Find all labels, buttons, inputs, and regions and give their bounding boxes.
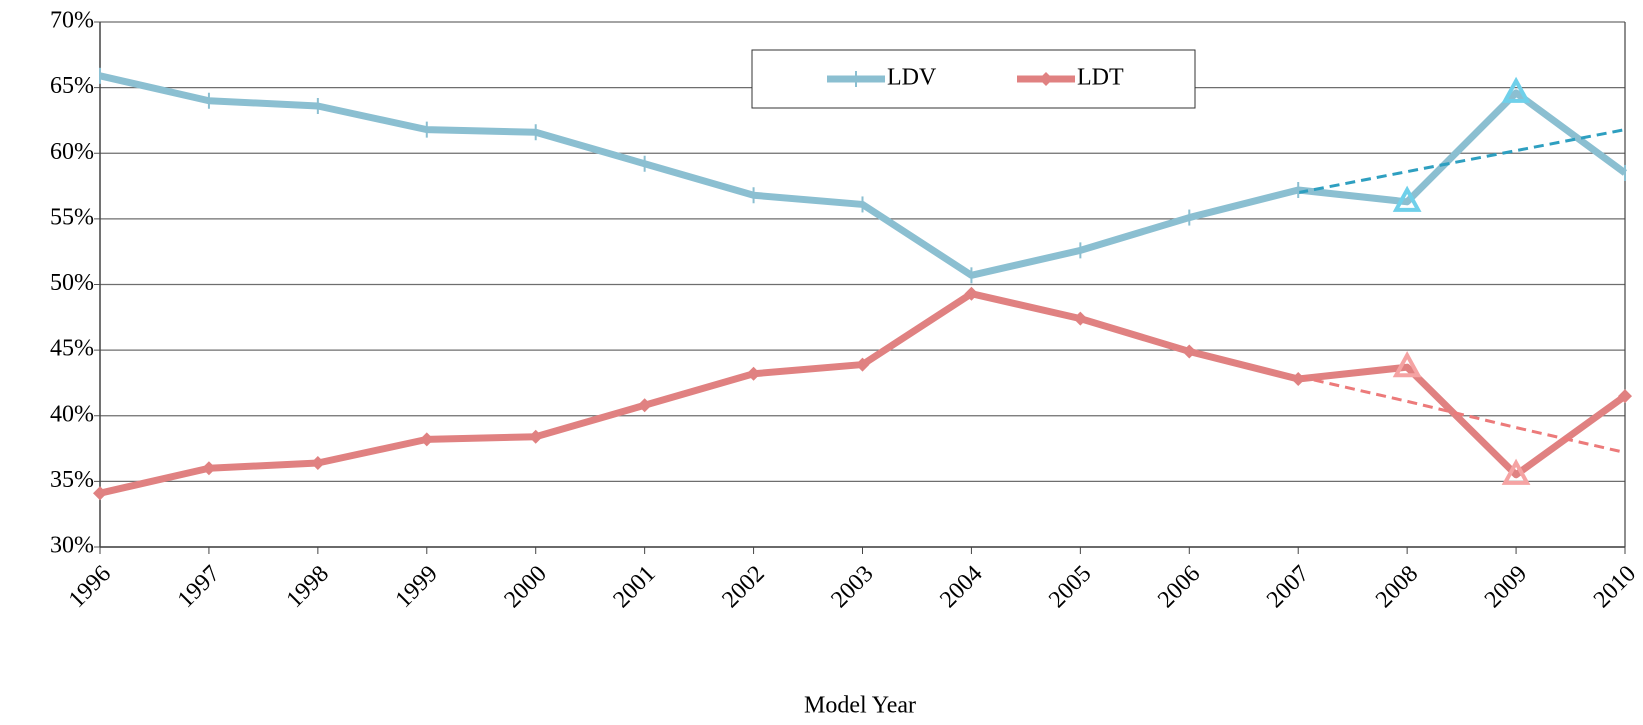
x-tick-label: 1996	[64, 561, 116, 613]
x-tick-label: 2008	[1371, 561, 1423, 613]
trend-line	[1297, 374, 1626, 454]
y-tick-label: 70%	[50, 8, 94, 34]
series	[93, 286, 1632, 501]
x-axis-label: Model Year	[804, 693, 916, 719]
legend-marker	[1039, 72, 1053, 86]
y-tick-label: 50%	[50, 270, 94, 296]
y-tick-label: 45%	[50, 336, 94, 362]
point-marker	[1073, 311, 1088, 326]
point-marker	[1618, 389, 1632, 404]
highlight-marker	[1501, 458, 1531, 485]
legend-box	[751, 49, 1196, 109]
x-tick-label: 2001	[608, 561, 660, 613]
highlight-marker	[1501, 76, 1531, 103]
legend-label: LDT	[1077, 65, 1124, 91]
x-tick-label: 1998	[282, 561, 334, 613]
x-tick-label: 2009	[1480, 561, 1532, 613]
x-tick-label: 1999	[391, 561, 443, 613]
highlight-marker	[1392, 185, 1422, 212]
point-marker	[93, 486, 107, 501]
point-marker	[637, 398, 652, 413]
x-tick-label: 2010	[1589, 561, 1641, 613]
point-marker	[1291, 372, 1306, 386]
x-tick-label: 2002	[717, 561, 769, 613]
x-tick-label: 2003	[826, 561, 878, 613]
point-marker	[855, 357, 870, 372]
highlight-marker	[1392, 351, 1422, 378]
point-marker	[1182, 344, 1197, 359]
x-tick-label: 2007	[1262, 561, 1314, 613]
y-tick-label: 60%	[50, 139, 94, 165]
point-marker	[964, 286, 979, 301]
y-tick-label: 65%	[50, 73, 94, 99]
trend-line	[1297, 128, 1626, 195]
y-tick-label: 30%	[50, 533, 94, 559]
x-tick-label: 1997	[173, 561, 225, 613]
point-marker	[528, 429, 543, 444]
y-tick-label: 40%	[50, 401, 94, 427]
x-tick-label: 2000	[500, 561, 552, 613]
x-tick-label: 2004	[935, 561, 987, 613]
legend-label: LDV	[887, 65, 937, 91]
line	[99, 290, 1628, 497]
x-tick-label: 2006	[1153, 561, 1205, 613]
x-tick-label: 2005	[1044, 561, 1096, 613]
point-marker	[310, 456, 325, 470]
y-tick-label: 55%	[50, 204, 94, 230]
series	[99, 67, 1628, 284]
y-tick-label: 35%	[50, 467, 94, 493]
point-marker	[746, 366, 761, 381]
point-marker	[419, 432, 434, 447]
point-marker	[201, 461, 216, 476]
